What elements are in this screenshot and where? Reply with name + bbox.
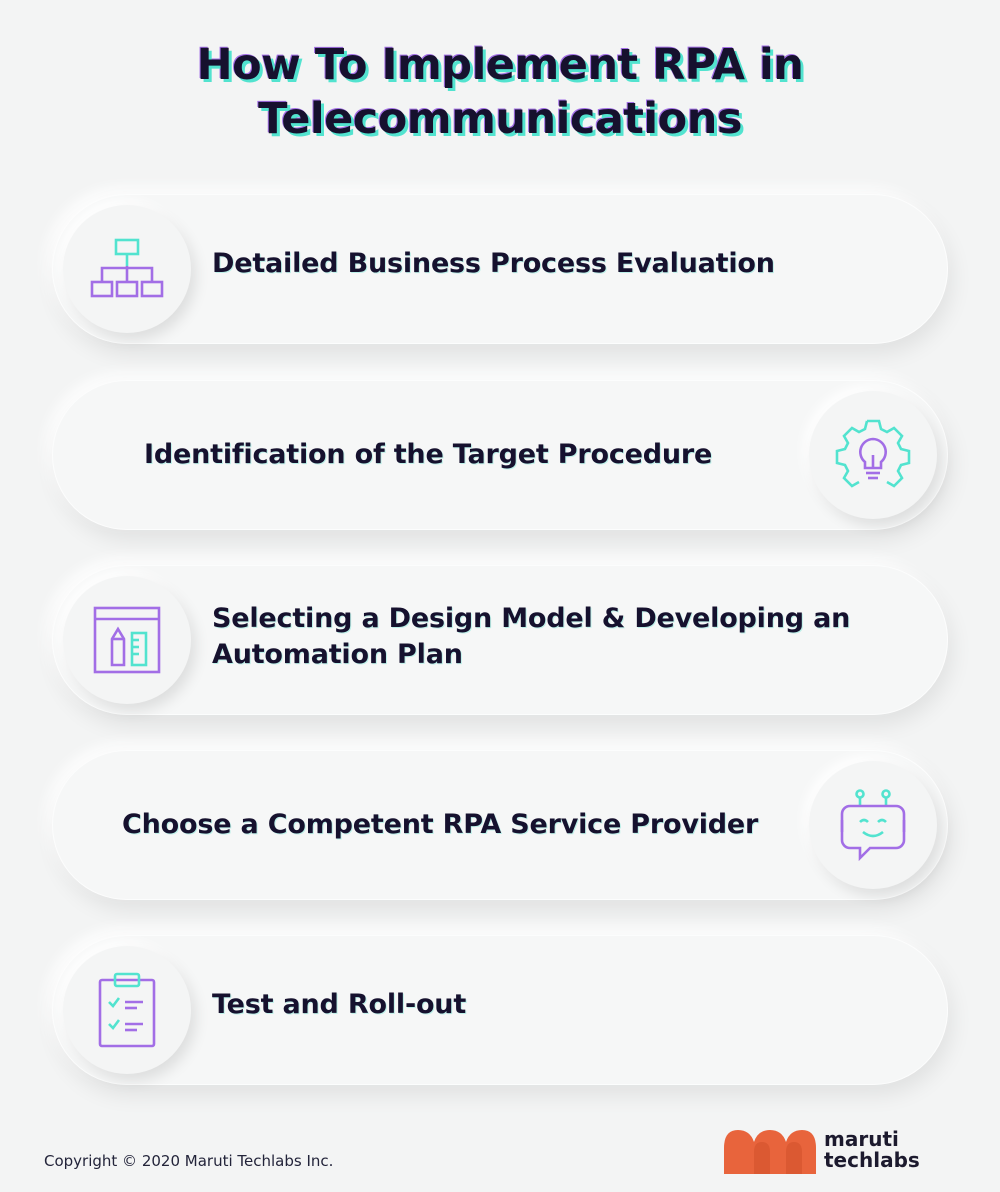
step-label-line-2: Automation Plan — [212, 639, 463, 670]
design-tools-icon — [93, 606, 161, 674]
step-icon-badge — [63, 205, 191, 333]
logo-wordmark-line-2: techlabs — [824, 1148, 920, 1172]
maruti-logo-mark-icon — [724, 1130, 816, 1174]
step-label: Identification of the Target Procedure — [144, 439, 713, 470]
title-line-1: How To Implement RPA in — [196, 40, 804, 90]
step-card-test-and-rollout: Test and Roll-out — [52, 935, 948, 1085]
page-title: How To Implement RPA in Telecommunicatio… — [0, 38, 1000, 146]
step-label: Selecting a Design Model & Developing an… — [212, 601, 850, 673]
title-line-2: Telecommunications — [258, 94, 742, 144]
clipboard-checklist-icon — [98, 972, 156, 1048]
logo-wordmark: maruti techlabs — [824, 1129, 920, 1171]
step-card-target-procedure: Identification of the Target Procedure — [52, 380, 948, 530]
flowchart-icon — [90, 238, 164, 298]
step-icon-badge — [809, 761, 937, 889]
step-label-line-1: Selecting a Design Model & Developing an — [212, 603, 851, 634]
step-label: Choose a Competent RPA Service Provider — [122, 809, 759, 840]
step-icon-badge — [809, 391, 937, 519]
step-card-business-process-evaluation: Detailed Business Process Evaluation — [52, 194, 948, 344]
step-label: Test and Roll-out — [212, 989, 467, 1020]
step-label: Detailed Business Process Evaluation — [212, 248, 775, 279]
step-card-rpa-service-provider: Choose a Competent RPA Service Provider — [52, 750, 948, 900]
maruti-techlabs-logo: maruti techlabs — [724, 1128, 954, 1174]
robot-chat-icon — [840, 789, 906, 862]
step-icon-badge — [63, 576, 191, 704]
copyright-text: Copyright © 2020 Maruti Techlabs Inc. — [44, 1152, 334, 1170]
gear-lightbulb-icon — [835, 419, 911, 488]
logo-wordmark-line-1: maruti — [824, 1127, 899, 1151]
step-card-design-model: Selecting a Design Model & Developing an… — [52, 565, 948, 715]
step-icon-badge — [63, 946, 191, 1074]
